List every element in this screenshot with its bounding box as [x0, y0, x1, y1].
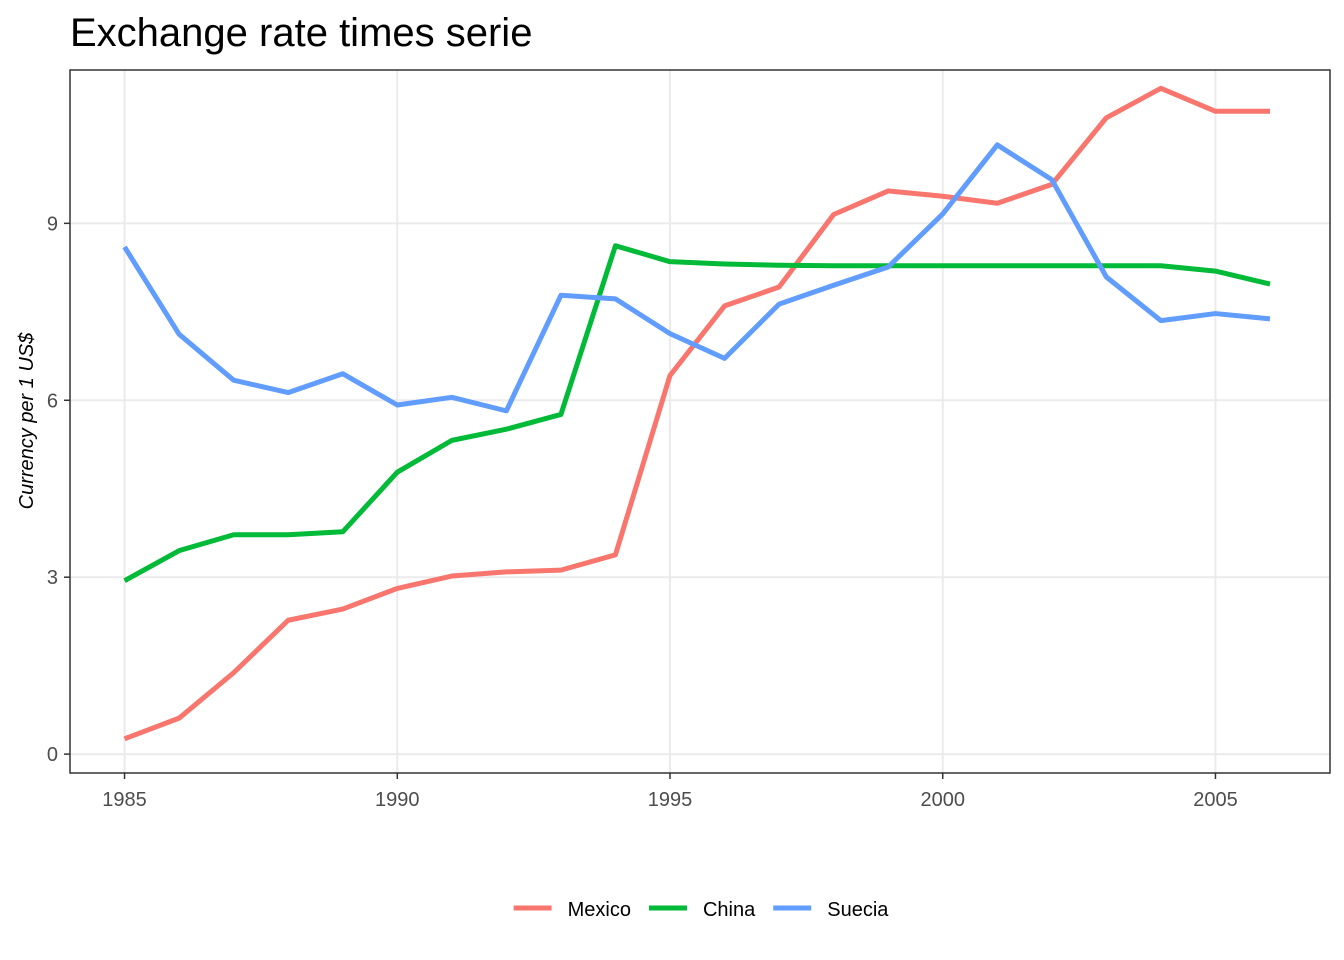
- series-lines: [122, 85, 1271, 742]
- y-tick-label: 3: [47, 567, 58, 589]
- series-line-china: [123, 243, 1271, 583]
- plot-panel-border: [69, 69, 1331, 774]
- x-tick-label: 2005: [1193, 789, 1238, 811]
- x-tick-label: 1995: [648, 789, 693, 811]
- grid-lines: [70, 70, 1330, 773]
- series-line-mexico: [123, 85, 1270, 742]
- chart-title: Exchange rate times serie: [70, 11, 532, 55]
- x-tick-label: 2000: [920, 789, 965, 811]
- x-tick-label: 1985: [102, 789, 147, 811]
- y-tick-label: 0: [47, 744, 58, 766]
- x-tick-label: 1990: [375, 789, 420, 811]
- legend-label-mexico: Mexico: [568, 899, 631, 921]
- y-axis-label: Currency per 1 US$: [16, 332, 38, 510]
- legend-label-china: China: [703, 899, 756, 921]
- series-line-suecia: [122, 142, 1271, 414]
- legend-label-suecia: Suecia: [827, 899, 889, 921]
- y-tick-label: 6: [47, 390, 58, 412]
- legend: Mexico China Suecia: [513, 899, 889, 921]
- axes: 0 3 6 9 1985 1990 1995 2000 2005: [47, 213, 1238, 811]
- y-tick-label: 9: [47, 213, 58, 235]
